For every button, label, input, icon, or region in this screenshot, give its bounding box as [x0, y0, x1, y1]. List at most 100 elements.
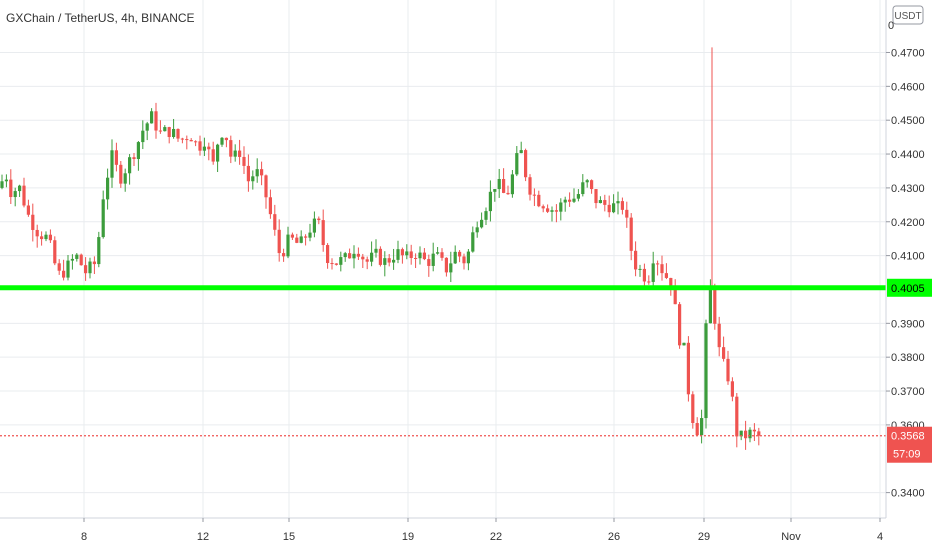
y-tick-label: 0.3700 — [891, 386, 925, 398]
candle-body — [739, 430, 743, 437]
candle-body — [141, 130, 145, 143]
candle-body — [660, 264, 664, 274]
candle-body — [326, 245, 330, 264]
y-tick-label: 0.3900 — [891, 318, 925, 330]
currency-badge[interactable]: USDT — [894, 11, 921, 22]
candle-body — [167, 127, 171, 137]
candle-body — [220, 137, 224, 145]
candle-body — [502, 179, 506, 193]
y-tick-label: 0.3800 — [891, 352, 925, 364]
candle-body — [387, 258, 391, 263]
candle-body — [321, 220, 325, 246]
candle-body — [330, 263, 334, 265]
x-tick-label: 8 — [81, 531, 87, 543]
candle-body — [22, 185, 26, 206]
candle-body — [378, 248, 382, 265]
candle-body — [629, 217, 633, 251]
candle-body — [101, 199, 105, 238]
candle-body — [110, 150, 114, 178]
candle-body — [524, 150, 528, 178]
candle-body — [255, 169, 259, 177]
candle-body — [198, 141, 202, 151]
candle-body — [251, 176, 255, 182]
candle-body — [590, 180, 594, 190]
candle-body — [392, 259, 396, 263]
y-tick-label: 0.4700 — [891, 47, 925, 59]
candle-body — [163, 127, 167, 132]
candle-body — [616, 201, 620, 204]
candle-body — [264, 175, 268, 198]
candle-body — [374, 248, 378, 253]
candle-body — [308, 232, 312, 238]
candle-body — [123, 173, 127, 184]
candle-body — [356, 253, 360, 257]
candle-body — [422, 252, 426, 260]
candle-body — [572, 198, 576, 202]
candle-body — [9, 179, 13, 198]
candle-body — [462, 256, 466, 264]
candle-body — [541, 206, 545, 209]
candle-body — [647, 281, 651, 283]
candle-body — [334, 263, 338, 265]
candle-body — [471, 232, 475, 252]
candle-body — [136, 142, 140, 160]
last-price-tag — [887, 426, 932, 463]
candle-body — [88, 261, 92, 274]
candle-body — [669, 277, 673, 287]
last-price-label: 0.3568 — [891, 431, 925, 443]
candle-body — [75, 254, 79, 259]
candle-body — [176, 128, 180, 139]
candle-body — [343, 253, 347, 258]
candle-body — [708, 287, 712, 324]
candle-body — [638, 268, 642, 270]
candle-body — [66, 260, 70, 278]
candle-body — [229, 140, 233, 157]
candle-body — [440, 252, 444, 258]
candle-body — [84, 265, 88, 274]
candle-body — [114, 150, 118, 165]
x-tick-label: 19 — [402, 531, 414, 543]
currency-badge-frame[interactable] — [892, 5, 924, 25]
candle-body — [35, 229, 39, 237]
candle-body — [295, 237, 299, 243]
time-axis[interactable]: 8 12 15 19 22 26 29 Nov 4 — [81, 518, 883, 543]
candle-body — [299, 236, 303, 243]
candle-body — [282, 253, 286, 257]
candle-body — [132, 157, 136, 160]
y-tick-label: 0.4600 — [891, 81, 925, 93]
candle-body — [466, 251, 470, 264]
candle-body — [625, 209, 629, 218]
x-tick-label: 15 — [283, 531, 295, 543]
y-tick-label: 0.4100 — [891, 251, 925, 263]
candle-body — [506, 192, 510, 195]
candle-body — [568, 199, 572, 202]
candle-body — [202, 146, 206, 151]
candle-body — [713, 287, 717, 324]
candle-body — [427, 259, 431, 266]
candle-body — [546, 208, 550, 212]
candle-body — [730, 381, 734, 397]
candle-body — [651, 263, 655, 282]
price-axis[interactable]: 0.34000.36000.37000.38000.39000.41000.42… — [886, 47, 932, 500]
candle-body — [634, 250, 638, 270]
candle-body — [172, 128, 176, 137]
bar-countdown-label: 57:09 — [893, 449, 921, 461]
candle-body — [418, 252, 422, 259]
candle-body — [550, 210, 554, 212]
x-tick-label: 26 — [608, 531, 620, 543]
candle-body — [704, 323, 708, 419]
candle-body — [563, 199, 567, 203]
candle-body — [722, 347, 726, 359]
candle-body — [185, 139, 189, 141]
candle-body — [528, 177, 532, 195]
support-price-tag — [887, 278, 932, 297]
candle-body — [48, 234, 52, 241]
candle-body — [312, 218, 316, 233]
candle-body — [370, 252, 374, 262]
candle-body — [4, 179, 8, 182]
candle-body — [656, 263, 660, 265]
x-tick-label: 29 — [698, 531, 710, 543]
